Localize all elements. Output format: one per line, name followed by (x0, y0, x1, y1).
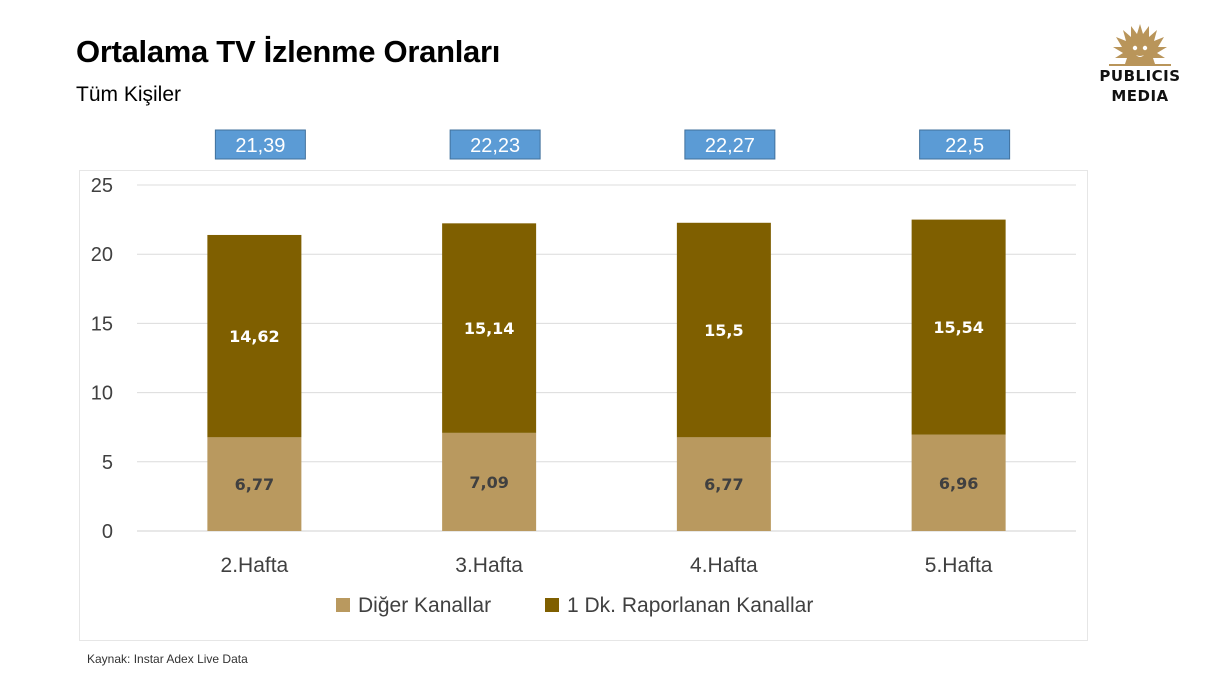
legend-swatch (336, 598, 350, 612)
logo-line-1: PUBLICIS (1099, 67, 1181, 85)
total-box (684, 129, 776, 160)
lion-head-icon (1109, 24, 1171, 66)
y-tick-label: 15 (91, 313, 113, 335)
data-label: 15,14 (464, 319, 515, 338)
bar-segment-diger (207, 437, 302, 531)
page-subtitle: Tüm Kişiler (76, 83, 182, 106)
data-label: 7,09 (469, 473, 508, 492)
total-label: 22,23 (470, 135, 520, 157)
total-label: 22,5 (945, 135, 984, 157)
total-label: 22,27 (705, 135, 755, 157)
data-label: 14,62 (229, 327, 280, 346)
x-tick-label: 4.Hafta (690, 554, 758, 577)
data-label: 6,96 (939, 474, 978, 493)
bar-segment-diger (442, 432, 537, 531)
y-tick-label: 5 (102, 452, 113, 474)
legend-swatch (545, 598, 559, 612)
y-tick-label: 10 (91, 383, 113, 405)
logo-line-2: MEDIA (1111, 87, 1169, 105)
bar-segment-diger (911, 434, 1006, 531)
page-title: Ortalama TV İzlenme Oranları (76, 34, 501, 69)
bar-segment-raporlanan (676, 222, 771, 438)
data-label: 6,77 (235, 475, 274, 494)
source-note: Kaynak: Instar Adex Live Data (87, 652, 248, 666)
total-box (449, 129, 541, 160)
data-label: 6,77 (704, 475, 743, 494)
y-tick-label: 20 (91, 244, 113, 266)
bar-segment-raporlanan (207, 234, 302, 438)
chart-frame (79, 170, 1088, 641)
bar-segment-diger (676, 437, 771, 531)
total-box (214, 129, 306, 160)
data-label: 15,5 (704, 321, 743, 340)
x-tick-label: 5.Hafta (925, 554, 993, 577)
total-box (919, 129, 1011, 160)
legend-label: 1 Dk. Raporlanan Kanallar (567, 594, 813, 617)
legend-label: Diğer Kanallar (358, 594, 491, 617)
publicis-media-logo: PUBLICIS MEDIA (1085, 20, 1195, 110)
y-tick-label: 0 (102, 521, 113, 543)
y-tick-label: 25 (91, 175, 113, 197)
bar-segment-raporlanan (442, 223, 537, 433)
total-label: 21,39 (235, 135, 285, 157)
bar-segment-raporlanan (911, 219, 1006, 435)
x-tick-label: 2.Hafta (221, 554, 289, 577)
data-label: 15,54 (933, 318, 984, 337)
x-tick-label: 3.Hafta (455, 554, 523, 577)
